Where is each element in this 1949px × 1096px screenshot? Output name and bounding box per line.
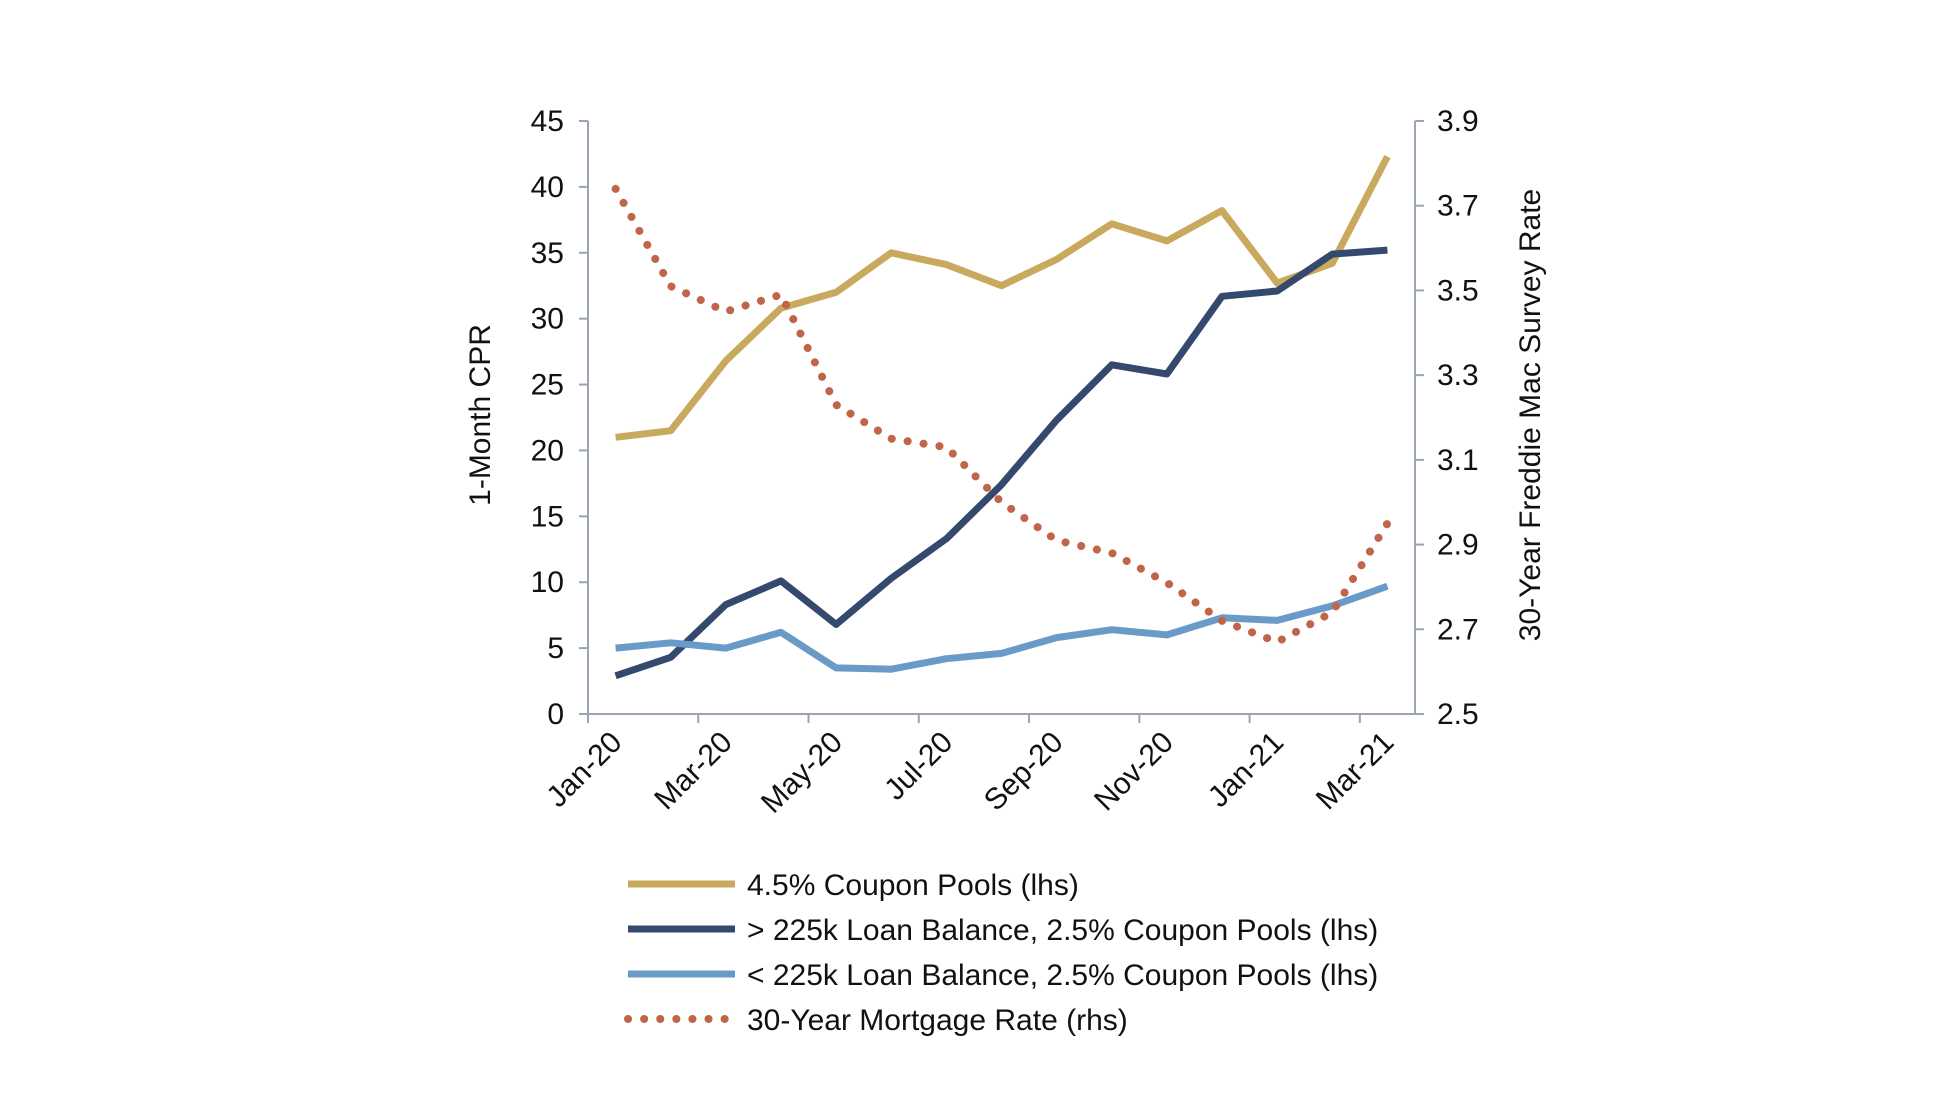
y-tick-label: 15 — [531, 500, 564, 533]
y2-tick-label: 3.3 — [1437, 359, 1479, 392]
y-tick-label: 10 — [531, 566, 564, 599]
series-points-2 — [615, 250, 1388, 676]
x-tick-label: Jan-21 — [1202, 726, 1290, 814]
y2-tick-label: 3.1 — [1437, 444, 1479, 477]
y2-tick-label: 2.7 — [1437, 613, 1479, 646]
y-axis-title: 1-Month CPR — [464, 324, 497, 506]
x-tick-label: Mar-20 — [648, 726, 739, 817]
legend-label: < 225k Loan Balance, 2.5% Coupon Pools (… — [747, 959, 1378, 992]
series-layer — [611, 154, 1392, 680]
x-tick-label: Jul-20 — [878, 726, 959, 807]
x-tick-label: Nov-20 — [1088, 726, 1180, 818]
legend: 4.5% Coupon Pools (lhs) > 225k Loan Balan… — [624, 869, 1378, 1037]
x-tick-label: Mar-21 — [1310, 726, 1401, 817]
series-line-4 — [611, 184, 1392, 646]
x-tick-label: May-20 — [755, 726, 849, 820]
x-tick-label: Jan-20 — [540, 726, 628, 814]
y2-tick-label: 3.7 — [1437, 190, 1479, 223]
y-tick-label: 45 — [531, 105, 564, 138]
y-tick-label: 0 — [547, 698, 564, 731]
y2-tick-label: 2.5 — [1437, 698, 1479, 731]
y2-tick-label: 2.9 — [1437, 529, 1479, 562]
series-points-4 — [615, 188, 1388, 643]
y-tick-label: 5 — [547, 632, 564, 665]
x-tick-label: Sep-20 — [978, 726, 1070, 818]
tick-labels: 0 5 10 15 20 25 30 35 40 45 2.5 2.7 2.9 3.1 3.3 3.5 3.7 3… — [531, 105, 1479, 820]
y-tick-label: 25 — [531, 369, 564, 402]
legend-label: > 225k Loan Balance, 2.5% Coupon Pools (… — [747, 914, 1378, 947]
series-line-1 — [615, 154, 1391, 441]
y-tick-label: 20 — [531, 434, 564, 467]
series-points-1 — [615, 156, 1388, 438]
legend-label: 4.5% Coupon Pools (lhs) — [747, 869, 1079, 902]
legend-label: 30-Year Mortgage Rate (rhs) — [747, 1004, 1128, 1037]
y-tick-label: 35 — [531, 237, 564, 270]
y-tick-label: 30 — [531, 303, 564, 336]
y2-tick-label: 3.5 — [1437, 274, 1479, 307]
y-tick-label: 40 — [531, 171, 564, 204]
axes — [579, 120, 1424, 723]
y2-tick-label: 3.9 — [1437, 105, 1479, 138]
y2-axis-title: 30-Year Freddie Mac Survey Rate — [1514, 189, 1547, 641]
